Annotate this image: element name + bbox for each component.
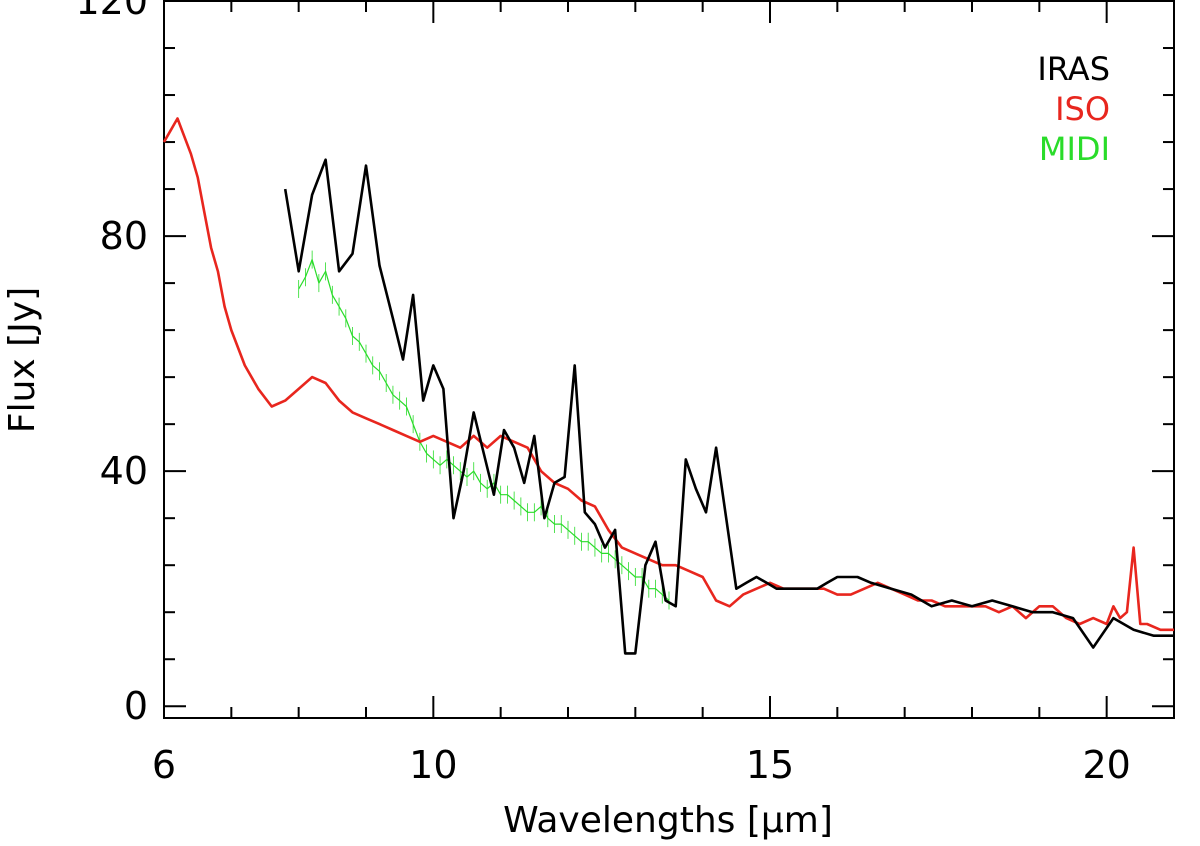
y-axis-label: Flux [Jy] bbox=[2, 287, 43, 433]
y-tick-label: 80 bbox=[100, 214, 148, 258]
legend-label-iso: ISO bbox=[1055, 90, 1110, 128]
plot-frame bbox=[163, 0, 1175, 719]
y-tick-label: 120 bbox=[75, 0, 148, 23]
tick-labels: 6 10 15 20 0 40 80 120 bbox=[75, 0, 1130, 787]
x-tick-label: 15 bbox=[746, 743, 794, 787]
x-axis-label: Wavelengths [μm] bbox=[503, 800, 833, 841]
legend-label-iras: IRAS bbox=[1037, 50, 1110, 88]
series-line-iso bbox=[162, 117, 1174, 632]
series-layer bbox=[162, 117, 1174, 655]
series-line-iras bbox=[283, 158, 1174, 655]
x-tick-label: 20 bbox=[1082, 743, 1130, 787]
series-line-midi bbox=[298, 259, 670, 601]
legend-label-midi: MIDI bbox=[1039, 130, 1110, 168]
y-tick-label: 40 bbox=[100, 449, 148, 493]
axis-ticks bbox=[163, 0, 1175, 718]
y-tick-label: 0 bbox=[124, 684, 148, 728]
x-tick-label: 6 bbox=[152, 743, 176, 787]
x-tick-label: 10 bbox=[409, 743, 457, 787]
